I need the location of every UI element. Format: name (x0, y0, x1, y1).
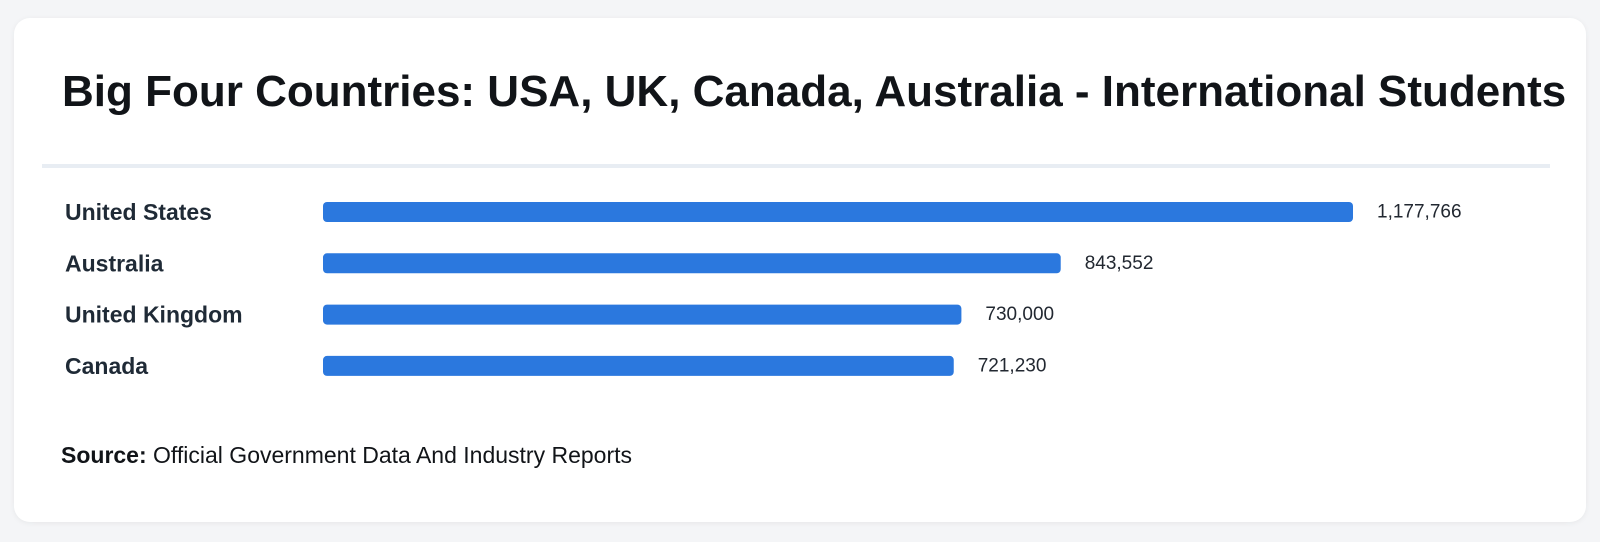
category-label-canada: Canada (65, 353, 148, 379)
value-label-united-states: 1,177,766 (1377, 202, 1462, 223)
chart-title: Big Four Countries: USA, UK, Canada, Aus… (62, 67, 1567, 116)
chart-card: Big Four Countries: USA, UK, Canada, Aus… (14, 18, 1586, 522)
value-label-united-kingdom: 730,000 (985, 304, 1054, 325)
source-note: Source: Official Government Data And Ind… (61, 442, 632, 469)
category-label-australia: Australia (65, 250, 164, 276)
source-text: Official Government Data And Industry Re… (153, 442, 632, 468)
bar-chart: United States 1,177,766 Australia 843,552 Un… (14, 188, 1586, 408)
value-label-canada: 721,230 (978, 355, 1047, 376)
category-label-united-kingdom: United Kingdom (65, 302, 243, 328)
title-divider (42, 164, 1550, 168)
value-label-australia: 843,552 (1085, 253, 1154, 274)
bar-australia (323, 253, 1061, 274)
bar-chart-svg: United States 1,177,766 Australia 843,552 Un… (65, 199, 1462, 379)
bar-united-states (323, 202, 1353, 222)
source-label: Source: (61, 442, 147, 468)
bar-united-kingdom (323, 304, 962, 325)
bar-canada (323, 355, 954, 376)
category-label-united-states: United States (65, 199, 212, 225)
